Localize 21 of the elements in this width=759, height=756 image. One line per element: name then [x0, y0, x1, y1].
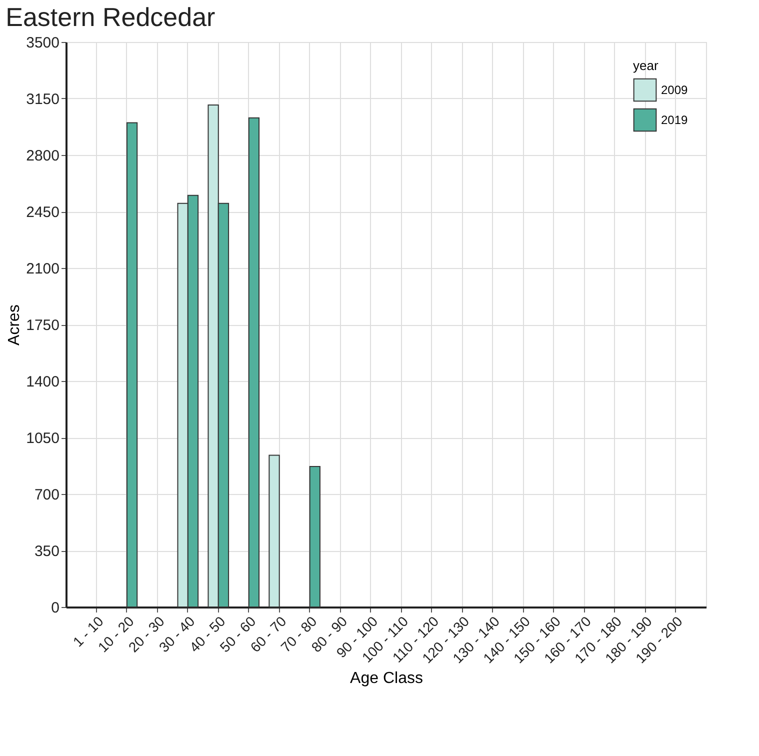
bar — [248, 117, 260, 608]
legend-label: 2009 — [661, 83, 688, 97]
y-tick-label: 3500 — [26, 34, 60, 52]
chart-title: Eastern Redcedar — [6, 2, 216, 32]
bar — [126, 122, 138, 608]
y-axis-title: Acres — [6, 304, 24, 346]
y-tick-label: 1400 — [26, 374, 60, 390]
x-axis-title: Age Class — [350, 670, 423, 688]
y-tick-label: 2800 — [26, 148, 60, 164]
y-tick-label: 1750 — [26, 317, 60, 334]
y-tick-label: 350 — [34, 543, 60, 560]
y-tick-label: 700 — [34, 486, 60, 504]
y-tick-label: 3150 — [26, 91, 60, 108]
legend-title: year — [633, 58, 659, 73]
y-tick-label: 0 — [51, 600, 60, 616]
y-tick-label: 2100 — [26, 260, 60, 278]
y-tick-label: 2450 — [26, 204, 60, 221]
legend-label: 2019 — [661, 113, 688, 127]
bar — [268, 454, 280, 608]
bar — [309, 466, 320, 608]
y-tick-label: 1050 — [26, 430, 60, 447]
